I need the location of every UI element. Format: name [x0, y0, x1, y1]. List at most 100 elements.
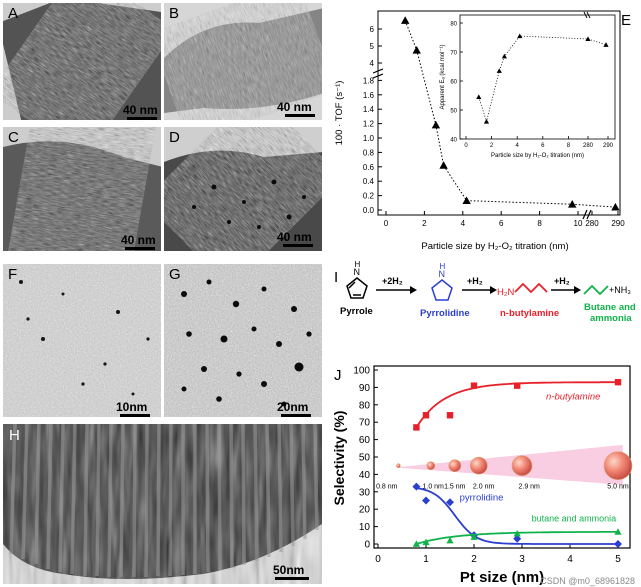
y-tick-label-e: 6 [370, 25, 375, 34]
pyrrole-label: Pyrrole [340, 306, 373, 317]
inset-data-point-5 [585, 36, 591, 42]
inset-x-tick-label: 290 [603, 143, 614, 149]
panel-label-i: I [334, 269, 338, 286]
x-tick-label-e: 2 [422, 219, 427, 228]
tem-panel-f: F 10nm [3, 264, 161, 417]
fit-curve-1 [416, 487, 618, 545]
chart-panel-e: E 0.0 0.2 0.4 0.6 0.8 1.0 1.2 1.4 1.6 1.8 4 5 6 0 2 4 6 8 1… [330, 3, 638, 258]
x-tick-label-e: 10 [574, 219, 583, 228]
nh3-label: +NH₃ [609, 285, 631, 295]
scale-bar-h: 50nm [273, 563, 309, 580]
inset-x-tick-label: 2 [490, 143, 494, 149]
inset-chart-e: 40 50 60 70 80 0 2 4 6 8 280 290 Particle size by H₂… [440, 11, 616, 159]
inset-data-point-3 [501, 53, 507, 59]
data-point-e-2 [431, 120, 441, 129]
tem-panel-d: D 40 nm [164, 127, 322, 251]
size-label-4: 2.9 nm [518, 483, 540, 490]
x-tick-label-e: 6 [499, 219, 504, 228]
panel-label-h: H [9, 427, 20, 444]
x-tick-label-e: 4 [461, 219, 466, 228]
data-point-0-3 [470, 382, 478, 389]
data-point-0-2 [446, 412, 454, 419]
size-label-5: 5.0 nm [607, 483, 629, 490]
plot-frame-e [377, 10, 621, 216]
data-point-2-2 [446, 536, 454, 544]
pyrrole-structure [346, 277, 368, 299]
inset-data-point-1 [483, 119, 490, 124]
y-tick-label-e: 1.0 [363, 134, 375, 143]
fit-curve-0 [415, 381, 618, 428]
watermark: CSDN @m0_68961828 [540, 576, 635, 586]
x-tick-label-j: 2 [471, 554, 477, 565]
x-axis-label-e: Particle size by H₂-O₂ titration (nm) [421, 241, 568, 252]
y-tick-label-j: 50 [359, 453, 371, 464]
y-tick-label-j: 60 [359, 435, 371, 446]
y-tick-label-j: 20 [359, 505, 371, 516]
x-tick-label-e: 290 [611, 219, 625, 228]
step-1-label: +2H₂ [382, 276, 403, 286]
tem-image-h [3, 424, 322, 584]
tem-image-a [3, 3, 161, 120]
scale-text-h: 50nm [273, 563, 305, 577]
selectivity-chart: J0.8 nm 1.0 nm 1.5 nm 2.0 nm 2.9 nm 5.0 nm010… [331, 365, 635, 586]
h2n-label: H₂N [497, 287, 515, 298]
y-tick-label-e: 1.4 [363, 105, 375, 114]
particle-sphere-2 [448, 459, 462, 472]
y-tick-label-j: 30 [359, 487, 371, 498]
data-point-1-1 [422, 496, 430, 505]
panel-label-a: A [8, 5, 19, 22]
data-point-0-1 [422, 412, 430, 419]
pyrrole-h-label: H [355, 260, 361, 269]
size-label-3: 2.0 nm [473, 483, 495, 490]
y-tick-label-e: 0.6 [363, 163, 375, 172]
scale-bar-g: 20nm [277, 400, 311, 417]
x-tick-label-e: 280 [585, 219, 599, 228]
scale-text-c: 40 nm [121, 233, 156, 247]
inset-axis-break [583, 11, 591, 19]
butane-label-2: ammonia [590, 313, 632, 324]
y-tick-label-j: 10 [359, 522, 371, 533]
inset-data-point-0 [476, 94, 482, 100]
data-point-0-4 [514, 382, 521, 389]
data-point-1-0 [412, 482, 421, 491]
series-label-butane: butane and ammonia [532, 513, 617, 523]
inset-x-tick-label: 6 [541, 143, 545, 149]
x-axis-break-e [582, 209, 592, 220]
inset-y-label: Apparent Eₐ (kcal mol⁻¹) [440, 44, 446, 109]
y-axis-label-e: 100 · TOF (s⁻¹) [334, 81, 345, 146]
inset-x-label: Particle size by H₂-O₂ titration (nm) [491, 153, 584, 159]
data-point-1-2 [446, 498, 454, 507]
size-label-0: 0.8 nm [376, 483, 398, 490]
scale-text-f: 10nm [116, 400, 148, 414]
y-tick-label-e: 4 [370, 59, 375, 68]
panel-label-c: C [8, 129, 19, 146]
tem-panel-c: C 40 nm [3, 127, 161, 251]
y-tick-label-j: 70 [359, 418, 371, 429]
particle-sphere-1 [426, 461, 436, 470]
reaction-scheme-svg: I N H Pyrrole +2H₂ N H Pyrrolidine +H₂ H… [334, 260, 636, 324]
panel-label-g: G [169, 266, 181, 283]
data-point-e-3 [439, 161, 448, 169]
data-point-0-0 [413, 424, 420, 431]
pyrrolidine-n-label: N [439, 269, 446, 279]
inset-y-tick-label: 70 [450, 51, 457, 57]
scale-text-b: 40 nm [277, 100, 312, 114]
scale-bar-b: 40 nm [277, 100, 315, 117]
reaction-scheme: I N H Pyrrole +2H₂ N H Pyrrolidine +H₂ H… [330, 258, 638, 358]
data-point-0-5 [614, 378, 622, 386]
x-tick-label-j: 1 [423, 554, 429, 565]
y-tick-label-e: 1.8 [363, 76, 375, 85]
pyrrole-n-label: N [354, 267, 361, 277]
data-point-e-5 [568, 200, 577, 208]
pyrrolidine-h-label: H [440, 262, 446, 271]
data-point-2-1 [422, 538, 430, 546]
y-axis-break-e [372, 68, 384, 79]
y-tick-label-e: 5 [370, 42, 375, 51]
panel-label-j: J [334, 367, 342, 384]
data-point-2-3 [470, 533, 478, 540]
scale-bar-f: 10nm [116, 400, 150, 417]
inset-data-point-6 [603, 42, 609, 47]
butane-label-1: Butane and [584, 302, 636, 313]
tem-panel-a: A 40 nm [3, 3, 161, 120]
